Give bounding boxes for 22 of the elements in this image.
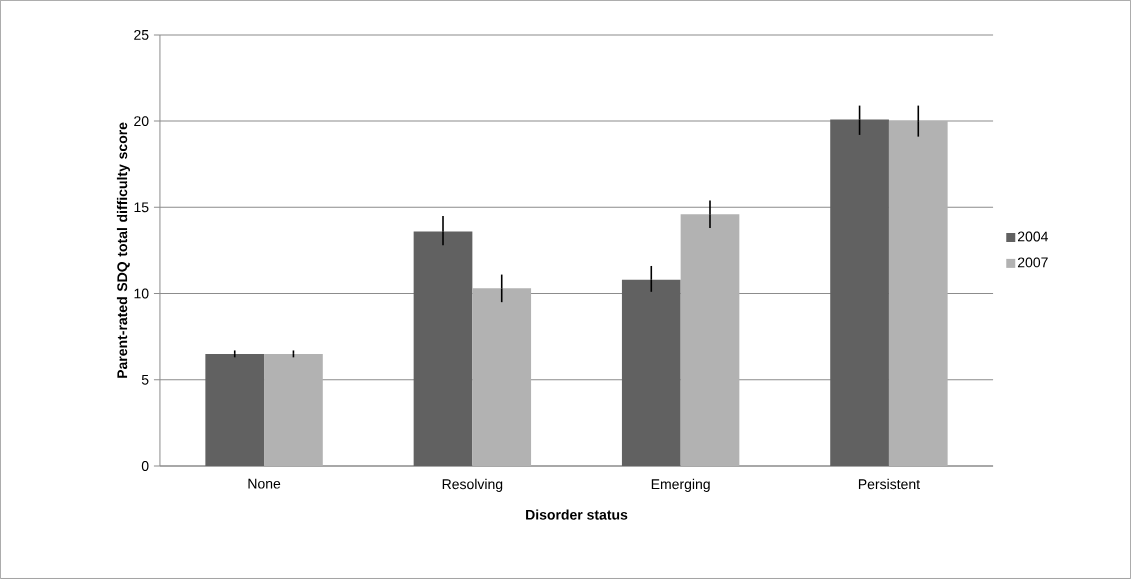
- bar: [472, 288, 532, 467]
- bar: [680, 214, 740, 467]
- bar: [888, 121, 948, 467]
- y-tick-label: 20: [134, 116, 149, 127]
- x-tick-label: Resolving: [442, 478, 503, 492]
- y-tick-label: 5: [141, 374, 149, 385]
- legend-label: 2004: [1017, 231, 1048, 242]
- x-tick-label: Persistent: [858, 478, 920, 490]
- y-axis-title: Parent-rated SDQ total difficulty score: [116, 122, 130, 378]
- x-tick-label: Emerging: [651, 478, 710, 492]
- bar: [205, 353, 265, 467]
- y-tick-label: 15: [134, 202, 149, 213]
- x-axis-title: Disorder status: [526, 509, 628, 520]
- x-tick-label: None: [248, 478, 281, 489]
- legend-label: 2007: [1017, 257, 1048, 268]
- bar: [621, 279, 681, 467]
- bar: [413, 231, 473, 467]
- bar: [264, 353, 323, 467]
- bar: [830, 119, 889, 467]
- y-tick-label: 0: [141, 461, 149, 471]
- y-tick-label: 25: [134, 29, 149, 40]
- y-tick-label: 10: [134, 288, 149, 299]
